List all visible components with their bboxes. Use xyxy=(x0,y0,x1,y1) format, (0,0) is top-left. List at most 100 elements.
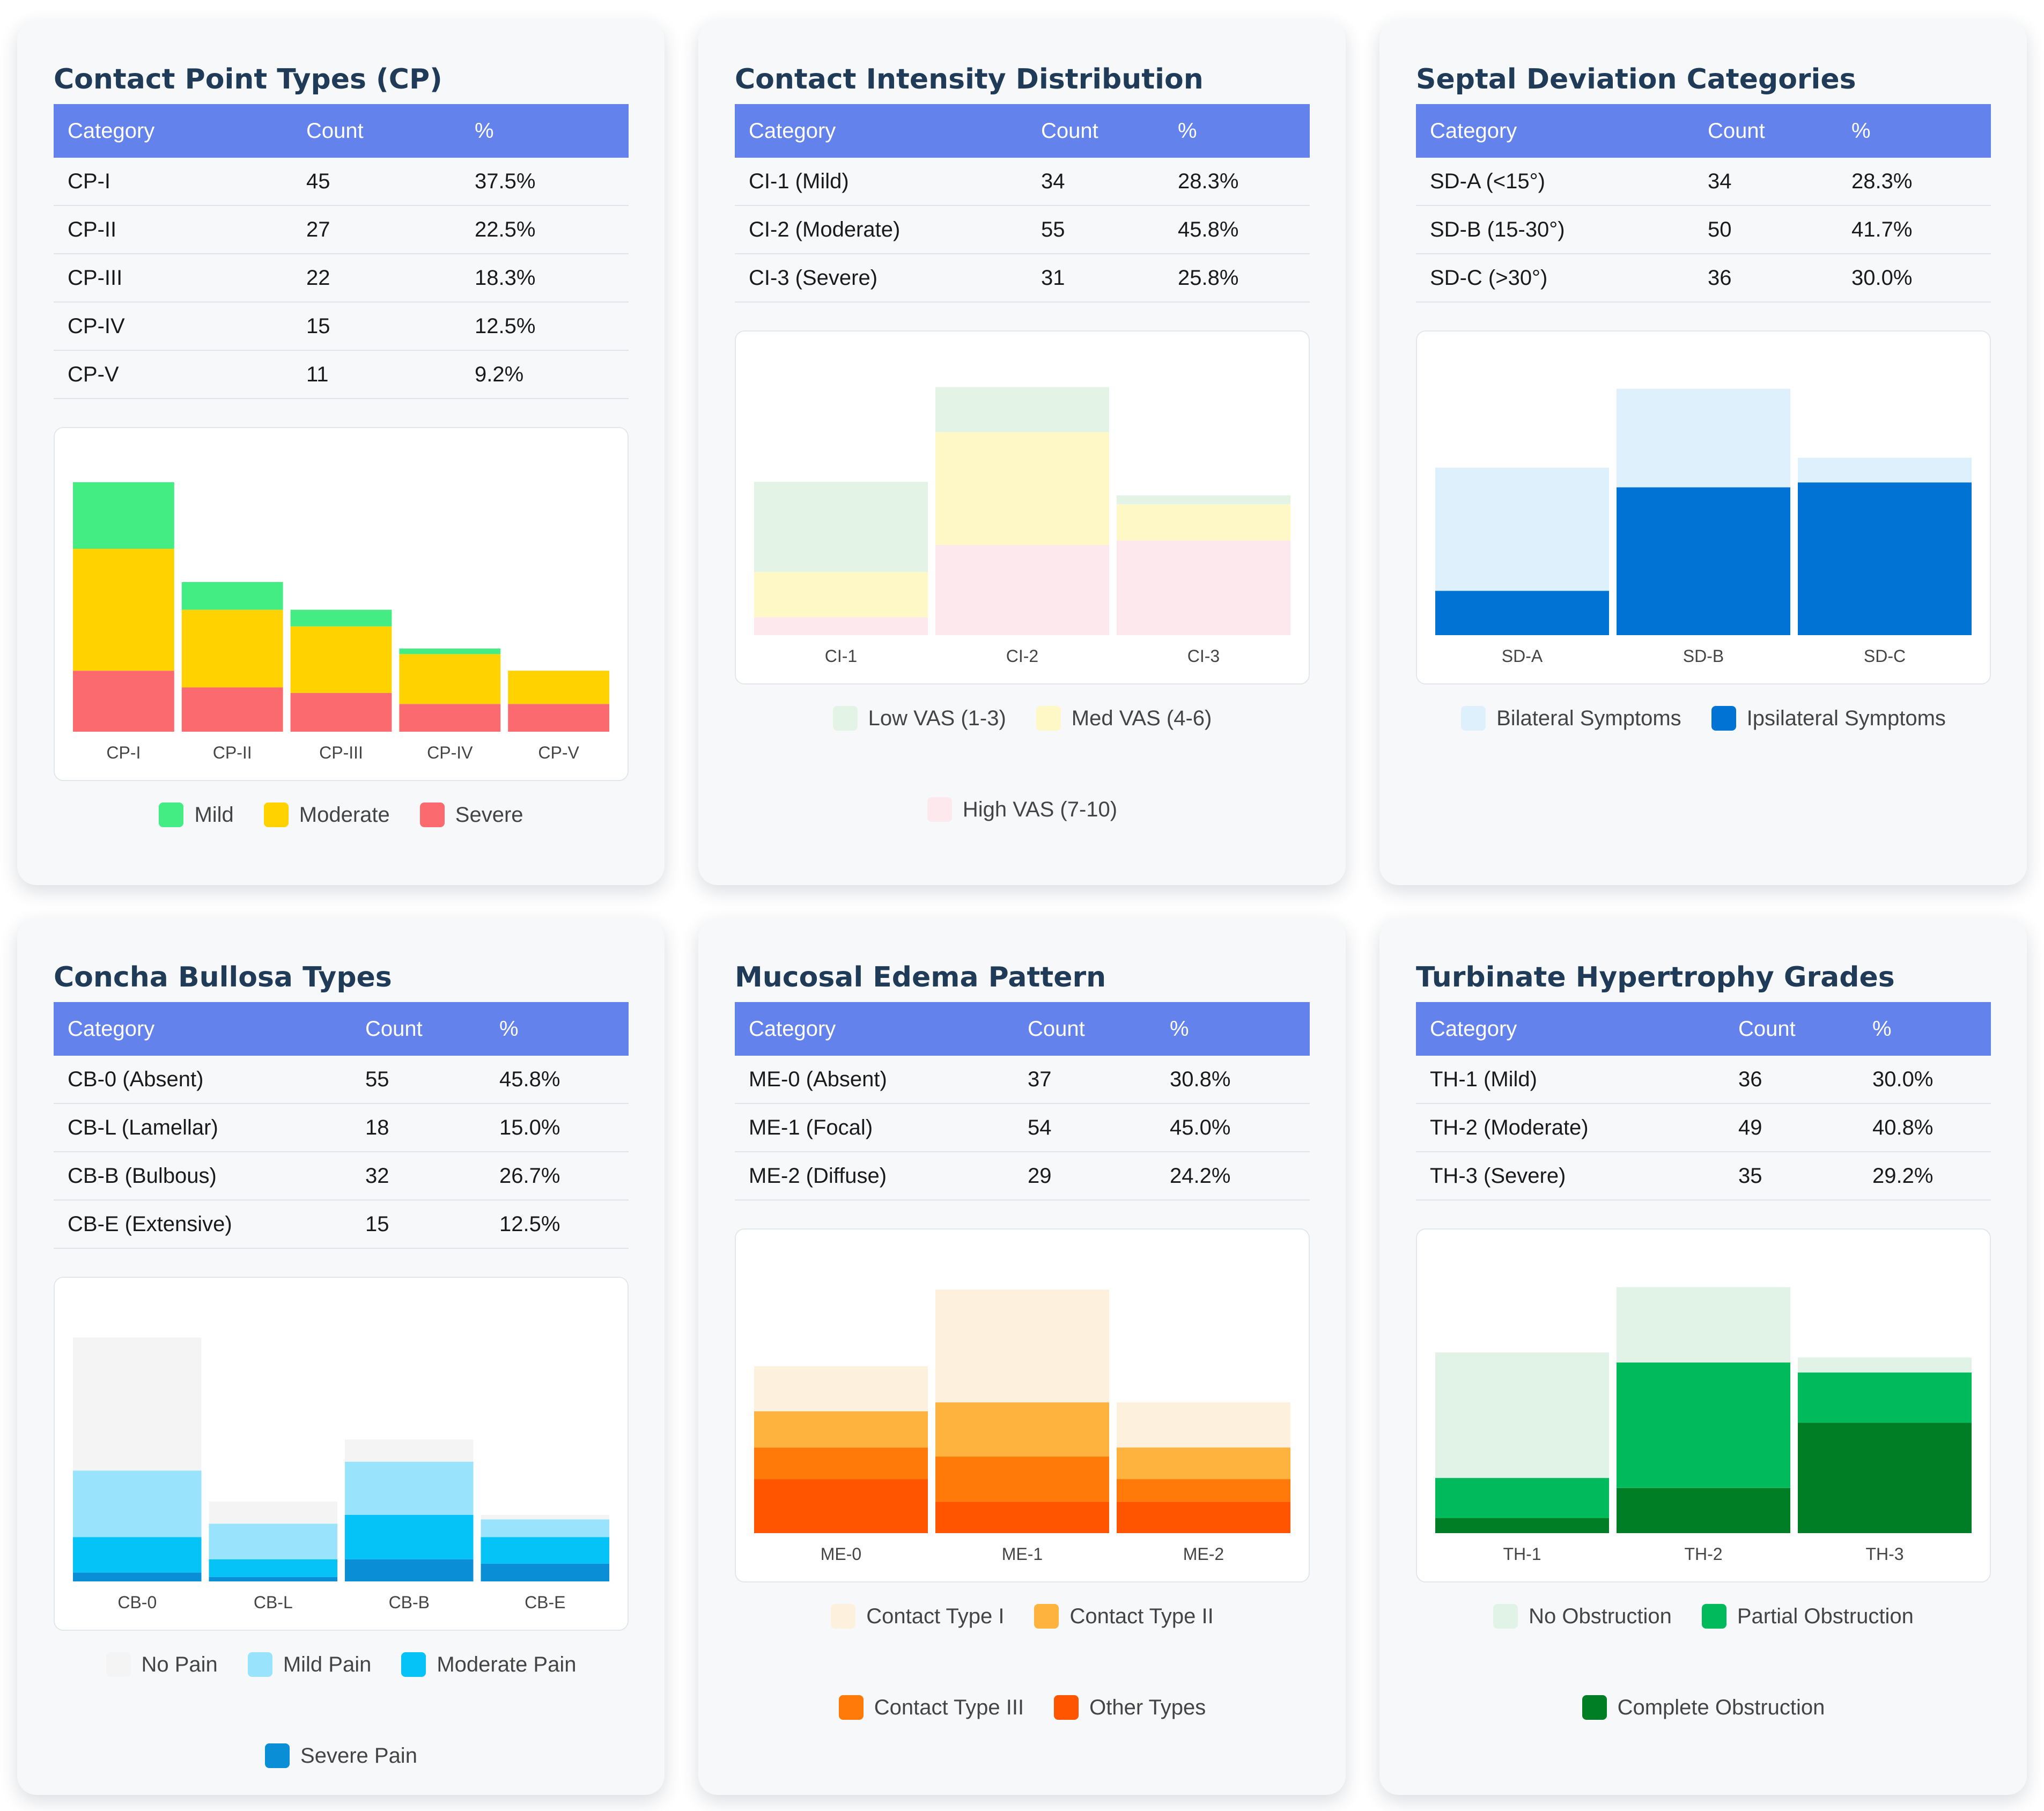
cell-percent: 24.2% xyxy=(1156,1152,1310,1201)
x-tick-label: ME-1 xyxy=(1002,1544,1043,1564)
table-row: CB-0 (Absent) 55 45.8% xyxy=(54,1056,629,1104)
bar-segment-cb-e-mild-pain xyxy=(481,1519,609,1537)
bar-segment-cb-0-severe-pain xyxy=(73,1572,202,1581)
legend-label: Complete Obstruction xyxy=(1617,1695,1825,1719)
x-tick-label: TH-3 xyxy=(1865,1544,1903,1564)
table-row: CP-IV 15 12.5% xyxy=(54,302,629,351)
table-header-row: Category Count % xyxy=(54,104,629,158)
bar-segment-cb-l-mild-pain xyxy=(209,1523,337,1559)
bar-segment-cp-ii-mild xyxy=(181,582,283,610)
bar-segment-me-1-contact-type-i xyxy=(935,1290,1109,1403)
column-header-count: Count xyxy=(1694,104,1838,158)
bar-segment-ci-3-med-vas-4-6 xyxy=(1117,504,1290,541)
bar-segment-th-3-no-obstruction xyxy=(1798,1357,1972,1373)
bar-segment-cb-b-moderate-pain xyxy=(345,1515,474,1559)
column-header-category: Category xyxy=(54,1002,351,1056)
legend-label: Moderate xyxy=(299,803,390,827)
chart-box: ME-0 ME-1 ME-2 xyxy=(735,1228,1310,1582)
bar-segment-cp-iii-moderate xyxy=(290,626,392,693)
cell-category: CP-IV xyxy=(54,302,292,351)
x-tick-label: SD-C xyxy=(1864,646,1906,666)
data-table: Category Count % CB-0 (Absent) 55 45.8% CB… xyxy=(54,1002,629,1249)
column-header-count: Count xyxy=(1014,1002,1156,1056)
legend-item: No Obstruction xyxy=(1493,1604,1672,1629)
cell-count: 15 xyxy=(292,302,461,351)
bar-segment-sd-b-bilateral-symptoms xyxy=(1617,388,1790,488)
stacked-bar-chart: TH-1 TH-2 TH-3 xyxy=(1435,1287,1972,1564)
bar-segment-me-1-contact-type-ii xyxy=(935,1402,1109,1457)
bar-segment-ci-3-low-vas-1-3 xyxy=(1117,495,1290,505)
data-table: Category Count % TH-1 (Mild) 36 30.0% TH-2… xyxy=(1416,1002,1991,1201)
bar-segment-cb-e-no-pain xyxy=(481,1515,609,1520)
bar-segment-me-2-other-types xyxy=(1117,1501,1290,1533)
bar-segment-me-1-other-types xyxy=(935,1501,1109,1533)
legend-item: Other Types xyxy=(1054,1695,1206,1720)
legend-swatch xyxy=(1054,1695,1079,1720)
legend-item: Mild xyxy=(159,803,234,827)
legend-label: Mild Pain xyxy=(283,1652,372,1676)
cell-percent: 28.3% xyxy=(1164,158,1310,206)
legend-item: Ipsilateral Symptoms xyxy=(1711,706,1946,731)
data-table: Category Count % CI-1 (Mild) 34 28.3% CI-2… xyxy=(735,104,1310,303)
bar-segment-cp-v-moderate xyxy=(508,671,609,704)
cell-category: CB-0 (Absent) xyxy=(54,1056,351,1104)
cell-count: 22 xyxy=(292,254,461,303)
x-tick-label: TH-2 xyxy=(1684,1544,1722,1564)
legend-label: Med VAS (4-6) xyxy=(1071,706,1212,730)
table-header-row: Category Count % xyxy=(735,104,1310,158)
stacked-bar-chart: CP-I CP-II CP-III CP-IV CP-V xyxy=(73,482,609,762)
legend-item: Med VAS (4-6) xyxy=(1036,706,1212,731)
legend-item: Moderate Pain xyxy=(401,1652,576,1677)
chart-legend: Low VAS (1-3) Med VAS (4-6) High VAS (7-… xyxy=(735,706,1310,822)
cell-category: CI-1 (Mild) xyxy=(735,158,1027,206)
cell-count: 55 xyxy=(351,1056,485,1104)
cell-percent: 30.0% xyxy=(1838,254,1991,303)
chart-legend: Contact Type I Contact Type II Contact T… xyxy=(735,1604,1310,1720)
cell-category: ME-0 (Absent) xyxy=(735,1056,1014,1104)
legend-swatch xyxy=(265,1743,290,1768)
table-row: ME-2 (Diffuse) 29 24.2% xyxy=(735,1152,1310,1201)
cell-count: 32 xyxy=(351,1152,485,1201)
stacked-bar-chart: CI-1 CI-2 CI-3 xyxy=(754,387,1290,666)
bar-segment-cp-ii-severe xyxy=(181,687,283,732)
cell-category: TH-2 (Moderate) xyxy=(1416,1103,1724,1152)
legend-item: Moderate xyxy=(263,803,390,827)
bar-segment-me-0-contact-type-ii xyxy=(754,1411,928,1448)
bar-segment-th-3-partial-obstruction xyxy=(1798,1372,1972,1423)
legend-swatch xyxy=(927,797,952,822)
bar-segment-cb-l-moderate-pain xyxy=(209,1559,337,1577)
legend-swatch xyxy=(1493,1604,1518,1629)
x-tick-label: TH-1 xyxy=(1503,1544,1541,1564)
legend-label: No Obstruction xyxy=(1529,1604,1672,1628)
stacked-bar-chart: ME-0 ME-1 ME-2 xyxy=(754,1290,1290,1564)
card-contact-intensity: Contact Intensity Distribution Category … xyxy=(698,20,1346,885)
bar-segment-cp-iii-mild xyxy=(290,609,392,627)
column-header-category: Category xyxy=(1416,104,1694,158)
table-row: TH-1 (Mild) 36 30.0% xyxy=(1416,1056,1991,1104)
legend-label: Moderate Pain xyxy=(437,1652,577,1676)
bar-segment-sd-a-bilateral-symptoms xyxy=(1435,467,1609,591)
table-row: SD-A (<15°) 34 28.3% xyxy=(1416,158,1991,206)
cell-percent: 25.8% xyxy=(1164,254,1310,303)
bar-segment-th-1-no-obstruction xyxy=(1435,1352,1609,1478)
table-row: ME-0 (Absent) 37 30.8% xyxy=(735,1056,1310,1104)
cell-category: CB-B (Bulbous) xyxy=(54,1152,351,1201)
table-row: ME-1 (Focal) 54 45.0% xyxy=(735,1103,1310,1152)
table-row: CB-E (Extensive) 15 12.5% xyxy=(54,1200,629,1249)
bar-segment-me-0-contact-type-i xyxy=(754,1366,928,1411)
x-tick-label: CB-B xyxy=(389,1593,430,1612)
legend-swatch xyxy=(1582,1695,1607,1720)
column-header-count: Count xyxy=(1724,1002,1858,1056)
cell-percent: 12.5% xyxy=(461,302,629,351)
table-row: SD-C (>30°) 36 30.0% xyxy=(1416,254,1991,303)
cell-count: 29 xyxy=(1014,1152,1156,1201)
x-tick-label: CB-E xyxy=(525,1593,565,1612)
bar-segment-cb-0-moderate-pain xyxy=(73,1537,202,1573)
cell-percent: 28.3% xyxy=(1838,158,1991,206)
cell-percent: 15.0% xyxy=(485,1103,629,1152)
data-table: Category Count % SD-A (<15°) 34 28.3% SD-B… xyxy=(1416,104,1991,303)
x-tick-label: CP-I xyxy=(106,743,141,762)
card-septal-deviation: Septal Deviation Categories Category Cou… xyxy=(1379,20,2027,885)
chart-box: CP-I CP-II CP-III CP-IV CP-V xyxy=(54,427,629,781)
cell-percent: 37.5% xyxy=(461,158,629,206)
